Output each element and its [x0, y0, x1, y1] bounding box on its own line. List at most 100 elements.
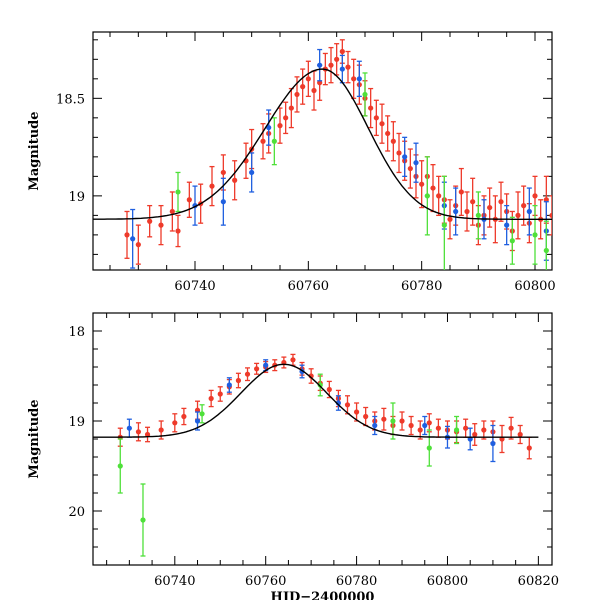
data-point	[426, 445, 432, 451]
data-point	[232, 177, 238, 183]
data-point	[408, 422, 414, 429]
data-point	[311, 87, 317, 94]
data-point	[509, 238, 515, 244]
data-point	[339, 48, 345, 55]
data-point	[220, 169, 226, 176]
data-point	[396, 150, 402, 156]
data-point	[317, 382, 323, 388]
data-point	[271, 138, 277, 144]
data-point	[419, 181, 425, 187]
data-point	[288, 105, 294, 111]
data-point	[470, 199, 476, 205]
data-point	[481, 427, 487, 433]
data-point	[317, 62, 323, 68]
data-point	[186, 197, 192, 203]
x-tick-label: 60780	[401, 279, 442, 294]
data-point	[385, 130, 391, 137]
data-point	[328, 62, 334, 68]
data-point	[244, 371, 251, 377]
y-axis-title: Magnitude	[27, 111, 42, 190]
data-point	[373, 115, 379, 121]
data-point	[326, 386, 332, 393]
data-point	[517, 431, 523, 438]
data-layer	[93, 353, 539, 557]
data-point	[260, 138, 266, 144]
x-tick-label: 60800	[427, 574, 468, 589]
data-point	[339, 66, 345, 72]
data-point	[521, 203, 527, 209]
data-point	[351, 76, 357, 82]
data-point	[140, 517, 146, 523]
data-point	[413, 160, 419, 166]
data-point	[300, 84, 306, 90]
data-point	[356, 76, 362, 82]
data-point	[135, 429, 142, 435]
x-tick-label: 60820	[518, 574, 559, 589]
data-point	[266, 124, 272, 131]
data-point	[436, 193, 442, 199]
x-axis-title: HJD−2400000	[271, 590, 375, 600]
data-point	[208, 395, 214, 402]
data-point	[441, 222, 447, 228]
data-point	[249, 169, 255, 176]
data-point	[353, 409, 360, 415]
data-point	[199, 411, 205, 417]
x-tick-label: 60760	[288, 279, 329, 294]
data-point	[334, 56, 340, 62]
data-point	[368, 105, 374, 111]
data-point	[209, 183, 215, 189]
data-point	[390, 418, 396, 424]
data-point	[453, 208, 459, 215]
data-layer	[93, 39, 552, 270]
data-point	[277, 123, 283, 129]
x-tick-label: 60780	[336, 574, 377, 589]
data-point	[144, 431, 151, 438]
data-point	[344, 402, 351, 408]
data-point	[172, 420, 178, 426]
data-point	[426, 420, 432, 426]
data-point	[305, 76, 311, 82]
y-tick-label: 19	[68, 190, 85, 205]
x-tick-label: 60800	[514, 279, 555, 294]
data-point	[490, 440, 496, 447]
data-point	[175, 228, 181, 234]
y-axis-title: Magnitude	[27, 399, 42, 478]
data-point	[345, 64, 351, 70]
data-point	[124, 232, 130, 238]
data-point	[390, 138, 396, 144]
data-point	[498, 199, 504, 205]
data-point	[399, 418, 405, 424]
data-point	[543, 197, 549, 203]
data-point	[294, 91, 300, 98]
data-point	[158, 427, 164, 433]
data-point	[430, 185, 436, 191]
data-point	[372, 422, 378, 429]
data-point	[526, 208, 532, 215]
data-point	[487, 204, 493, 211]
data-point	[362, 91, 368, 98]
data-point	[453, 427, 460, 433]
data-point	[217, 391, 223, 397]
data-point	[435, 425, 441, 431]
data-point	[220, 199, 226, 205]
data-point	[169, 208, 175, 215]
data-point	[147, 218, 153, 224]
y-tick-label: 18	[68, 325, 85, 340]
data-point	[508, 425, 514, 431]
data-point	[317, 80, 323, 86]
data-point	[543, 247, 549, 254]
data-point	[126, 425, 132, 431]
y-tick-label: 18.5	[56, 92, 85, 107]
x-tick-label: 60740	[174, 279, 215, 294]
data-point	[464, 208, 470, 215]
data-point	[175, 189, 181, 195]
data-point	[549, 212, 552, 218]
data-point	[363, 413, 369, 420]
data-point	[263, 362, 269, 368]
data-point	[194, 418, 201, 424]
x-tick-label: 60740	[154, 574, 195, 589]
data-point	[402, 154, 408, 160]
data-point	[135, 242, 141, 248]
data-point	[515, 212, 521, 218]
